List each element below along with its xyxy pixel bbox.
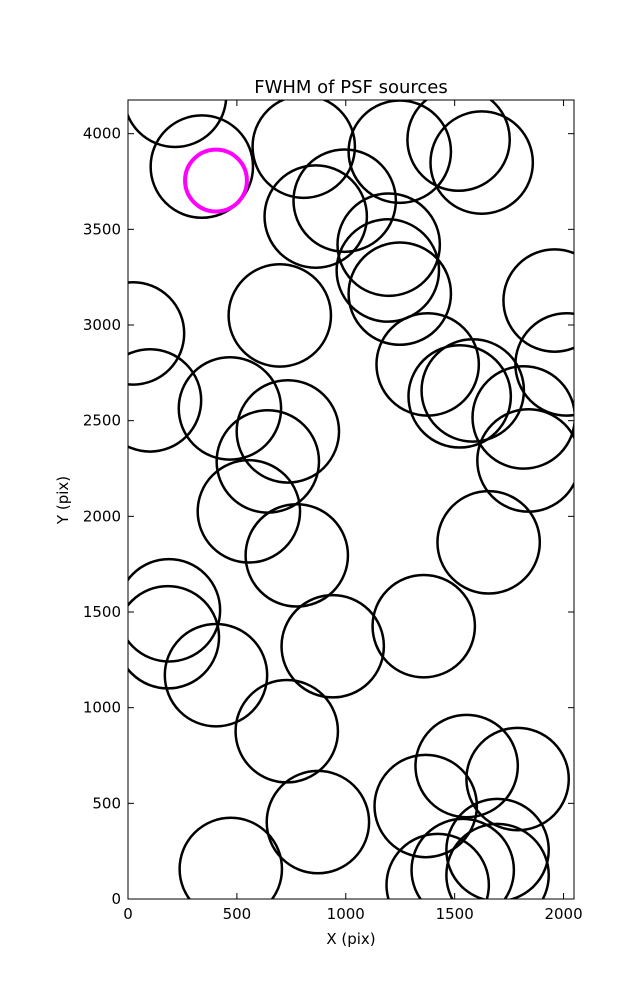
y-tick-label: 2000 (83, 507, 121, 525)
source-circle (128, 281, 186, 386)
source-circle (514, 312, 574, 417)
source-circle (178, 816, 284, 899)
source-circle (414, 713, 520, 819)
source-circle (385, 832, 491, 899)
source-circle (407, 343, 513, 449)
source-circle (410, 817, 516, 899)
source-circle (149, 114, 255, 220)
source-circle (336, 192, 442, 298)
source-circle (445, 797, 550, 899)
source-circle (163, 622, 269, 728)
source-circle (251, 100, 357, 200)
source-circle (465, 726, 571, 832)
source-circle (436, 489, 542, 595)
x-tick-label: 1000 (327, 905, 365, 923)
x-axis-label: X (pix) (326, 930, 375, 948)
source-circle (128, 347, 203, 453)
y-tick-label: 1500 (83, 603, 121, 621)
y-tick-label: 3000 (83, 316, 121, 334)
source-circle (244, 502, 350, 608)
source-circle (371, 573, 477, 679)
source-circle (227, 263, 333, 368)
y-tick-label: 1000 (83, 699, 121, 717)
plot-area (128, 100, 574, 899)
source-circle (128, 100, 228, 149)
x-tick-label: 500 (223, 905, 252, 923)
source-circle (183, 147, 249, 214)
source-circle (445, 822, 550, 899)
source-circle (265, 769, 371, 875)
y-tick-label: 500 (92, 794, 121, 812)
source-circle (177, 355, 283, 461)
y-axis-label: Y (pix) (54, 476, 72, 525)
x-tick-label: 1500 (436, 905, 474, 923)
source-circle (235, 378, 341, 484)
plot-frame (127, 99, 575, 900)
source-circle (429, 110, 535, 215)
source-circle (502, 248, 574, 353)
source-circle (373, 753, 479, 859)
x-tick-label: 2000 (544, 905, 582, 923)
x-tick-label: 0 (123, 905, 133, 923)
source-circle (280, 593, 386, 699)
source-circle (347, 241, 453, 347)
source-circle (292, 148, 398, 254)
y-tick-label: 0 (111, 890, 121, 908)
source-circle (263, 164, 369, 269)
y-tick-label: 2500 (83, 412, 121, 430)
source-circle (471, 365, 574, 470)
source-circle (196, 458, 302, 564)
y-tick-label: 4000 (83, 125, 121, 143)
y-tick-label: 3500 (83, 220, 121, 238)
chart-title: FWHM of PSF sources (254, 77, 448, 98)
source-circle (420, 338, 526, 443)
source-circle (406, 100, 511, 193)
source-circle (335, 218, 441, 323)
source-circle (128, 557, 222, 663)
source-circle (128, 584, 221, 690)
